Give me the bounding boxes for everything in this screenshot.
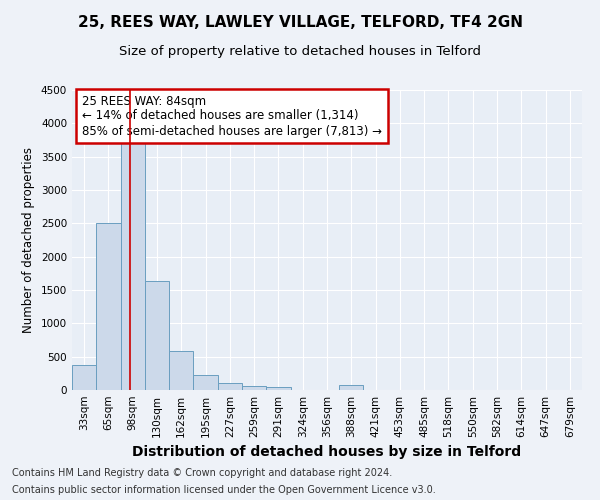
Bar xyxy=(121,144,145,390)
Bar xyxy=(72,366,96,390)
Text: Contains public sector information licensed under the Open Government Licence v3: Contains public sector information licen… xyxy=(12,485,436,495)
Y-axis label: Number of detached properties: Number of detached properties xyxy=(22,147,35,333)
Bar xyxy=(339,386,364,390)
Bar xyxy=(266,388,290,390)
Text: Size of property relative to detached houses in Telford: Size of property relative to detached ho… xyxy=(119,45,481,58)
Text: 25, REES WAY, LAWLEY VILLAGE, TELFORD, TF4 2GN: 25, REES WAY, LAWLEY VILLAGE, TELFORD, T… xyxy=(77,15,523,30)
Bar xyxy=(193,376,218,390)
Text: Contains HM Land Registry data © Crown copyright and database right 2024.: Contains HM Land Registry data © Crown c… xyxy=(12,468,392,477)
Bar xyxy=(242,386,266,390)
Bar xyxy=(218,384,242,390)
Bar xyxy=(169,350,193,390)
X-axis label: Distribution of detached houses by size in Telford: Distribution of detached houses by size … xyxy=(133,446,521,460)
Bar xyxy=(96,224,121,390)
Bar xyxy=(145,282,169,390)
Text: 25 REES WAY: 84sqm
← 14% of detached houses are smaller (1,314)
85% of semi-deta: 25 REES WAY: 84sqm ← 14% of detached hou… xyxy=(82,94,382,138)
